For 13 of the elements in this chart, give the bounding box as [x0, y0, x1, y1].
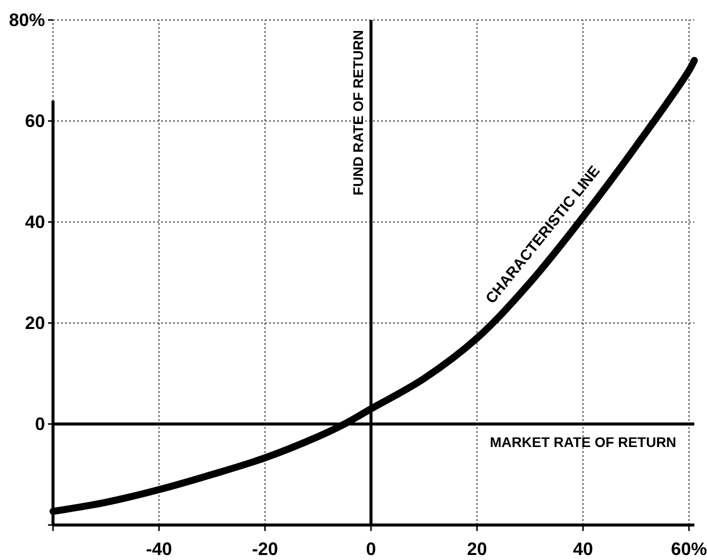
- x-tick-label: -20: [252, 539, 278, 559]
- x-tick-label: 20: [466, 539, 488, 559]
- x-tick-label: 0: [366, 539, 376, 559]
- y-axis-title: FUND RATE OF RETURN: [350, 30, 366, 196]
- x-tick-label: -40: [146, 539, 172, 559]
- y-tick-label: 20: [24, 313, 45, 333]
- y-tick-label: 60: [24, 111, 45, 131]
- y-tick-label: 0: [34, 414, 45, 434]
- y-tick-label: 80%: [8, 10, 45, 30]
- x-axis-title: MARKET RATE OF RETURN: [490, 434, 676, 450]
- x-tick-label: 60%: [670, 539, 707, 559]
- y-tick-label: 40: [24, 212, 45, 232]
- x-tick-label: 40: [572, 539, 594, 559]
